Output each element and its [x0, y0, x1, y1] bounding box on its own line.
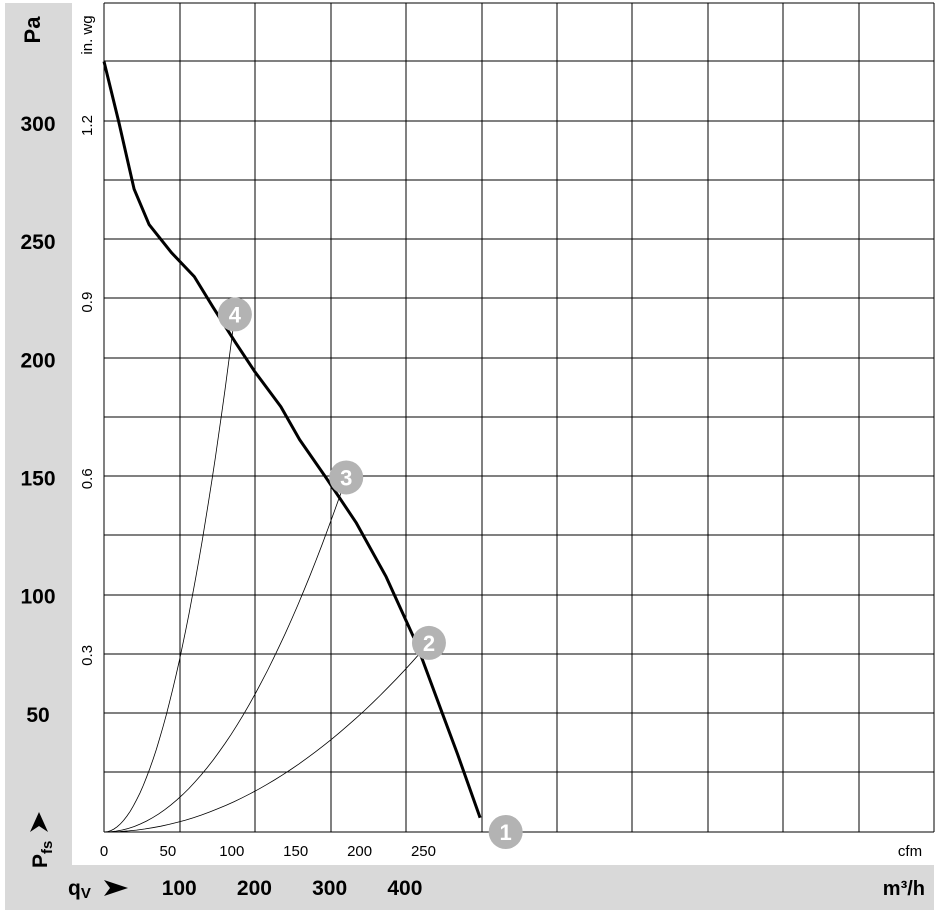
operating-point-2-marker [411, 625, 446, 660]
left-unit-label: Pa [20, 16, 45, 44]
operating-point-3-label: 3 [340, 465, 352, 490]
cfm-tick-labels: 0 50 100 150 200 250 [100, 843, 436, 860]
pa-tick-label: 250 [20, 231, 55, 254]
operating-point-4-label: 4 [229, 302, 242, 327]
inwg-tick-label: 0.6 [79, 468, 96, 489]
pfs-axis-label: Pfs [29, 841, 56, 868]
pfs-sub: fs [39, 841, 56, 854]
cfm-tick-label: 200 [347, 843, 372, 860]
pa-tick-label: 200 [20, 349, 55, 372]
cfm-tick-label: 0 [100, 843, 108, 860]
qv-axis-label: qV [68, 877, 91, 902]
system-curve-4 [103, 314, 236, 833]
operating-point-markers: 4 3 2 1 [217, 297, 523, 849]
bottom-axis-band [5, 865, 934, 910]
pfs-main: P [29, 854, 52, 868]
operating-point-1-label: 1 [500, 820, 512, 845]
cfm-tick-label: 150 [283, 843, 308, 860]
bottom-unit-label: m³/h [883, 878, 925, 900]
cfm-tick-label: 250 [411, 843, 436, 860]
pa-tick-label: 150 [20, 467, 55, 490]
m3h-tick-labels: 100 200 300 400 [162, 877, 423, 900]
inwg-tick-label: 0.9 [79, 292, 96, 313]
qv-sub: V [81, 885, 91, 902]
left-axis-band [5, 3, 72, 865]
m3h-tick-label: 400 [387, 877, 422, 900]
operating-point-4-marker [217, 297, 252, 332]
operating-point-1-marker [488, 815, 523, 849]
cfm-tick-label: 100 [219, 843, 244, 860]
m3h-tick-label: 100 [162, 877, 197, 900]
pa-tick-label: 50 [26, 704, 49, 727]
pa-tick-labels: 50 100 150 200 250 300 [20, 113, 55, 727]
system-curve-3 [103, 477, 347, 833]
operating-point-2-label: 2 [423, 631, 435, 656]
qv-arrow-icon [104, 880, 128, 896]
inwg-tick-label: 0.3 [79, 645, 96, 666]
system-curve-2 [103, 642, 430, 833]
cfm-unit-label: cfm [898, 843, 922, 860]
pa-tick-label: 300 [20, 113, 55, 136]
pa-tick-label: 100 [20, 586, 55, 609]
m3h-tick-label: 300 [312, 877, 347, 900]
m3h-tick-label: 200 [237, 877, 272, 900]
pfs-arrow-icon [30, 812, 48, 832]
cfm-tick-label: 50 [160, 843, 177, 860]
grid-lines [103, 2, 935, 833]
inwg-tick-label: 1.2 [79, 115, 96, 136]
qv-main: q [68, 877, 81, 900]
svg-text:qV: qV [68, 877, 91, 902]
system-curves [103, 314, 430, 833]
inwg-tick-labels: 0.3 0.6 0.9 1.2 [79, 115, 96, 666]
svg-text:Pfs: Pfs [29, 841, 56, 868]
secondary-unit-label: in. wg [79, 15, 96, 54]
operating-point-3-marker [329, 460, 364, 495]
